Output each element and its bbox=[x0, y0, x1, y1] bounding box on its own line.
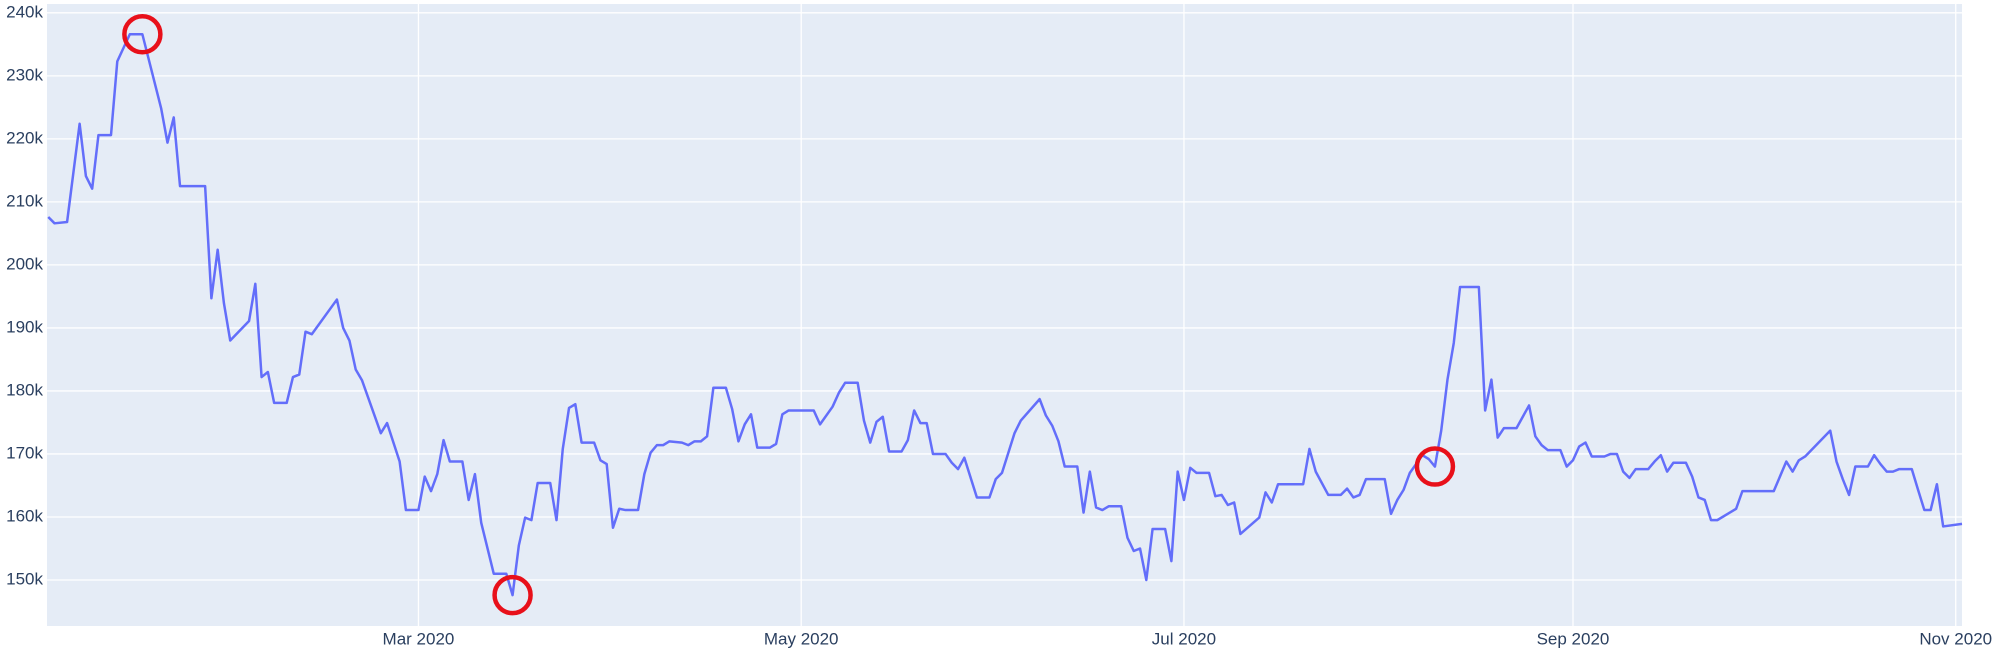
y-tick-label: 170k bbox=[6, 443, 43, 462]
x-tick-label: Mar 2020 bbox=[383, 629, 455, 648]
data-line bbox=[47, 33, 1963, 597]
y-tick-label: 240k bbox=[6, 2, 43, 21]
x-tick-label: Sep 2020 bbox=[1537, 629, 1610, 648]
plot-background bbox=[47, 4, 1962, 626]
highlight-marker bbox=[1414, 446, 1456, 487]
y-tick-label: 200k bbox=[6, 254, 43, 273]
y-tick-label: 220k bbox=[6, 128, 43, 147]
x-tick-label: Jul 2020 bbox=[1152, 629, 1216, 648]
highlight-marker bbox=[492, 574, 533, 616]
x-tick-label: May 2020 bbox=[764, 629, 839, 648]
y-tick-label: 150k bbox=[6, 569, 43, 588]
y-tick-label: 210k bbox=[6, 191, 43, 210]
y-tick-label: 180k bbox=[6, 380, 43, 399]
y-tick-label: 230k bbox=[6, 65, 43, 84]
x-tick-label: Nov 2020 bbox=[1919, 629, 1992, 648]
y-tick-label: 190k bbox=[6, 317, 43, 336]
y-tick-label: 160k bbox=[6, 506, 43, 525]
highlight-marker bbox=[122, 13, 163, 55]
